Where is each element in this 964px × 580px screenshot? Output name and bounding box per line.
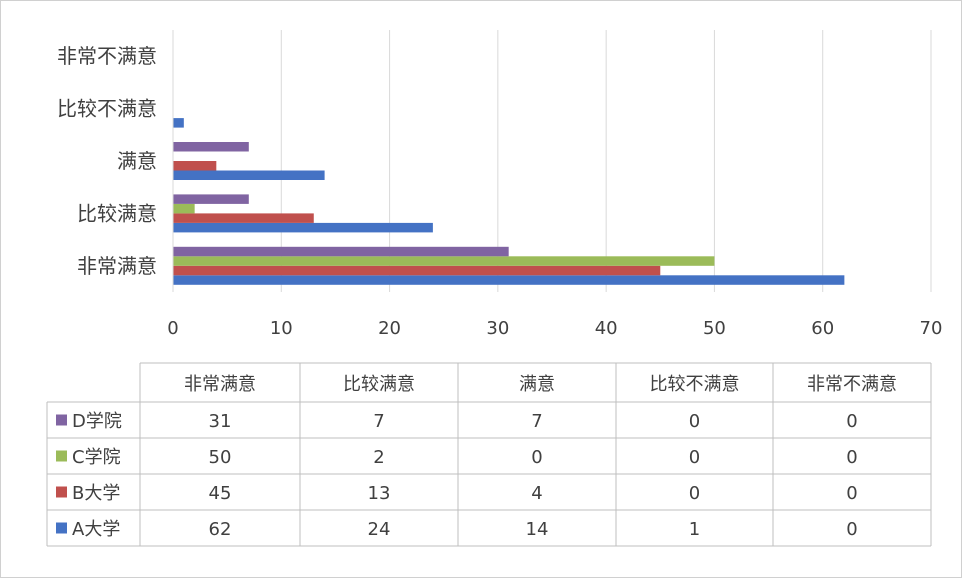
bar-B大学: [173, 161, 217, 171]
x-tick-label: 40: [595, 318, 618, 339]
table-value-cell: 4: [531, 483, 542, 504]
legend-label: B大学: [72, 483, 120, 504]
legend-label: C学院: [72, 447, 121, 468]
x-tick-label: 50: [703, 318, 726, 339]
table-value-cell: 2: [373, 447, 384, 468]
bar-B大学: [173, 265, 661, 276]
table-value-cell: 13: [368, 483, 391, 504]
table-value-cell: 62: [209, 519, 232, 540]
bar-A大学: [173, 222, 433, 233]
table-value-cell: 14: [526, 519, 549, 540]
legend-label: D学院: [72, 411, 122, 432]
table-header-cell: 比较不满意: [650, 374, 740, 395]
bar-A大学: [173, 275, 845, 285]
legend-key-C学院: [56, 450, 67, 462]
table-value-cell: 0: [846, 411, 857, 432]
x-tick-label: 70: [920, 318, 943, 339]
category-label: 比较不满意: [57, 97, 157, 121]
bar-D学院: [173, 194, 249, 204]
table-value-cell: 0: [689, 483, 700, 504]
bar-C学院: [173, 256, 715, 266]
table-value-cell: 0: [689, 447, 700, 468]
x-tick-label: 20: [378, 318, 401, 339]
table-value-cell: 7: [531, 411, 542, 432]
table-value-cell: 0: [846, 519, 857, 540]
table-value-cell: 50: [209, 447, 232, 468]
x-tick-label: 30: [486, 318, 509, 339]
category-label: 满意: [117, 149, 157, 173]
table-header-cell: 非常满意: [184, 374, 256, 395]
category-label: 非常不满意: [57, 44, 157, 68]
table-header-cell: 非常不满意: [807, 374, 897, 395]
table-header-cell: 满意: [519, 374, 555, 395]
bar-A大学: [173, 118, 184, 128]
x-tick-label: 10: [270, 318, 293, 339]
table-value-cell: 1: [689, 519, 700, 540]
category-label: 比较满意: [77, 201, 157, 225]
table-value-cell: 24: [368, 519, 391, 540]
legend-label: A大学: [72, 519, 120, 540]
x-tick-label: 60: [811, 318, 834, 339]
x-tick-label: 0: [167, 318, 178, 339]
bar-A大学: [173, 170, 325, 180]
table-value-cell: 31: [209, 411, 232, 432]
bar-C学院: [173, 203, 195, 214]
table-value-cell: 0: [531, 447, 542, 468]
table-value-cell: 7: [373, 411, 384, 432]
legend-key-A大学: [56, 522, 67, 534]
bar-D学院: [173, 142, 249, 152]
legend-key-B大学: [56, 486, 67, 498]
table-value-cell: 0: [846, 447, 857, 468]
bar-B大学: [173, 213, 314, 223]
legend-key-D学院: [56, 414, 67, 426]
table-value-cell: 0: [846, 483, 857, 504]
bar-D学院: [173, 246, 509, 257]
table-header-cell: 比较满意: [343, 374, 415, 395]
category-label: 非常满意: [77, 254, 157, 278]
table-value-cell: 0: [689, 411, 700, 432]
table-value-cell: 45: [209, 483, 232, 504]
